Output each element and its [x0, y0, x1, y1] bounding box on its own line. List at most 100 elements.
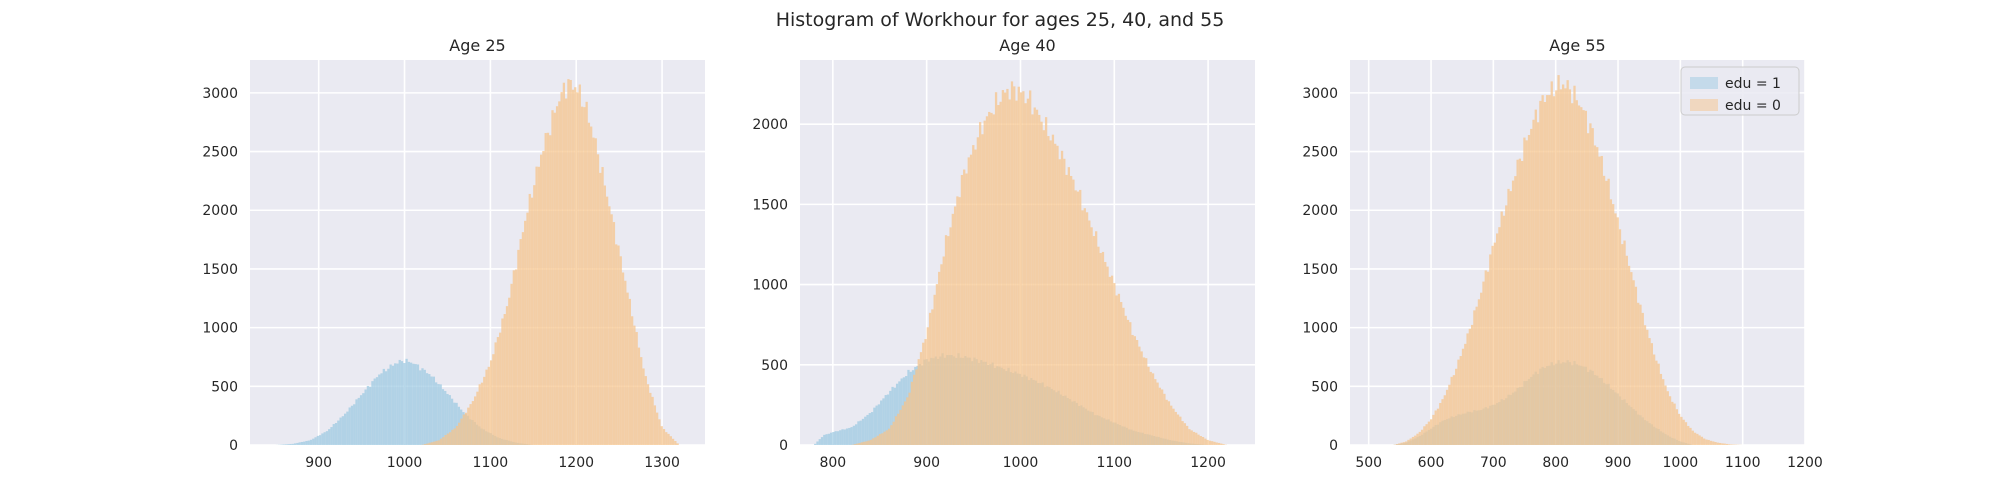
x-tick-label: 1200 [1190, 455, 1226, 471]
histogram-bar [521, 232, 525, 445]
histogram-bar [1211, 441, 1214, 445]
histogram-bar [378, 374, 381, 445]
histogram-bar [1222, 444, 1225, 445]
histogram-bar [494, 342, 497, 445]
histogram-bar [442, 437, 445, 445]
histogram-bar [1006, 88, 1009, 445]
histogram-bar [1587, 133, 1590, 445]
histogram-bar [519, 239, 522, 445]
histogram-bar [1138, 346, 1141, 445]
histogram-bar [560, 92, 563, 446]
histogram-bar [1641, 312, 1644, 445]
histogram-bar [1536, 122, 1540, 446]
histogram-bar [437, 384, 440, 445]
histogram-bar [1110, 275, 1114, 445]
histogram-bar [435, 382, 438, 445]
y-tick-label: 1500 [202, 262, 238, 278]
histogram-bar [1010, 81, 1014, 446]
histogram-bar [441, 389, 445, 445]
histogram-bar [994, 92, 998, 445]
histogram-bar [1550, 81, 1553, 445]
histogram-bar [421, 368, 424, 445]
histogram-bar [535, 166, 538, 445]
histogram-bar [1666, 391, 1669, 445]
y-tick-label: 0 [1329, 438, 1338, 454]
histogram-bar [619, 256, 622, 445]
panel-title: Age 55 [1549, 36, 1605, 55]
histogram-bar [555, 106, 559, 445]
histogram-bar [296, 442, 299, 445]
histogram-bar [671, 438, 675, 445]
histogram-bar [321, 433, 324, 445]
histogram-bar [1060, 150, 1064, 445]
histogram-bar [1022, 91, 1025, 445]
y-tick-label: 2000 [202, 203, 238, 219]
histogram-bar [1521, 160, 1524, 445]
histogram-bar [662, 429, 666, 445]
histogram-bar [1133, 336, 1136, 445]
histogram-bar [325, 431, 329, 445]
histogram-bar [956, 196, 959, 445]
histogram-bar [576, 92, 579, 446]
histogram-bar [1414, 435, 1417, 445]
histogram-bar [414, 364, 417, 445]
histogram-bar [1423, 426, 1426, 445]
histogram-bar [903, 401, 907, 445]
histogram-bar [1714, 442, 1717, 445]
y-tick-label: 2500 [202, 145, 238, 161]
histogram-bar [1117, 293, 1121, 445]
histogram-bar [1135, 340, 1139, 445]
histogram-bar [1042, 130, 1045, 445]
histogram-bar [865, 441, 868, 445]
histogram-bar [1029, 90, 1032, 445]
histogram-bar [887, 428, 891, 445]
histogram-bar [1067, 167, 1070, 446]
histogram-bar [1040, 121, 1043, 446]
histogram-bar [496, 337, 500, 445]
histogram-bar [658, 419, 661, 445]
histogram-bar [928, 312, 932, 445]
histogram-bar [1008, 99, 1011, 445]
histogram-bar [908, 392, 911, 445]
histogram-bar [1543, 102, 1547, 446]
histogram-bar [829, 432, 833, 445]
histogram-bar [676, 443, 679, 445]
histogram-bar [1464, 343, 1467, 445]
histogram-bar [416, 364, 420, 445]
histogram-bar [1571, 103, 1574, 445]
histogram-bar [1140, 351, 1143, 445]
histogram-bar [1201, 436, 1205, 445]
histogram-bar [1088, 220, 1091, 445]
histogram-bar [592, 137, 595, 446]
histogram-bar [432, 376, 436, 445]
histogram-bar [437, 440, 440, 445]
histogram-bar [444, 390, 447, 445]
histogram-bar [1450, 376, 1453, 445]
histogram-bar [1473, 310, 1476, 445]
histogram-bar [1026, 98, 1030, 446]
histogram-bar [553, 112, 556, 445]
histogram-bar [1605, 180, 1608, 445]
histogram-bar [439, 384, 442, 445]
histogram-bar [1195, 432, 1198, 445]
histogram-bar [312, 438, 315, 445]
histogram-bar [1031, 114, 1034, 445]
histogram-bar [890, 425, 893, 445]
histogram-bar [1607, 178, 1610, 445]
histogram-bar [289, 443, 292, 445]
histogram-bar [303, 441, 306, 445]
histogram-bar [425, 373, 429, 445]
histogram-bar [669, 436, 672, 445]
histogram-bar [1484, 270, 1487, 445]
histogram-bar [985, 116, 989, 445]
histogram-bar [1049, 140, 1052, 446]
histogram-bar [874, 437, 877, 445]
histogram-bar [1486, 271, 1490, 445]
histogram-bar [992, 114, 995, 445]
histogram-bar [872, 438, 875, 445]
histogram-bar [1199, 436, 1202, 445]
histogram-bar [942, 256, 945, 445]
histogram-bar [653, 405, 657, 445]
histogram-bar [460, 418, 463, 445]
histogram-bar [1120, 302, 1123, 445]
